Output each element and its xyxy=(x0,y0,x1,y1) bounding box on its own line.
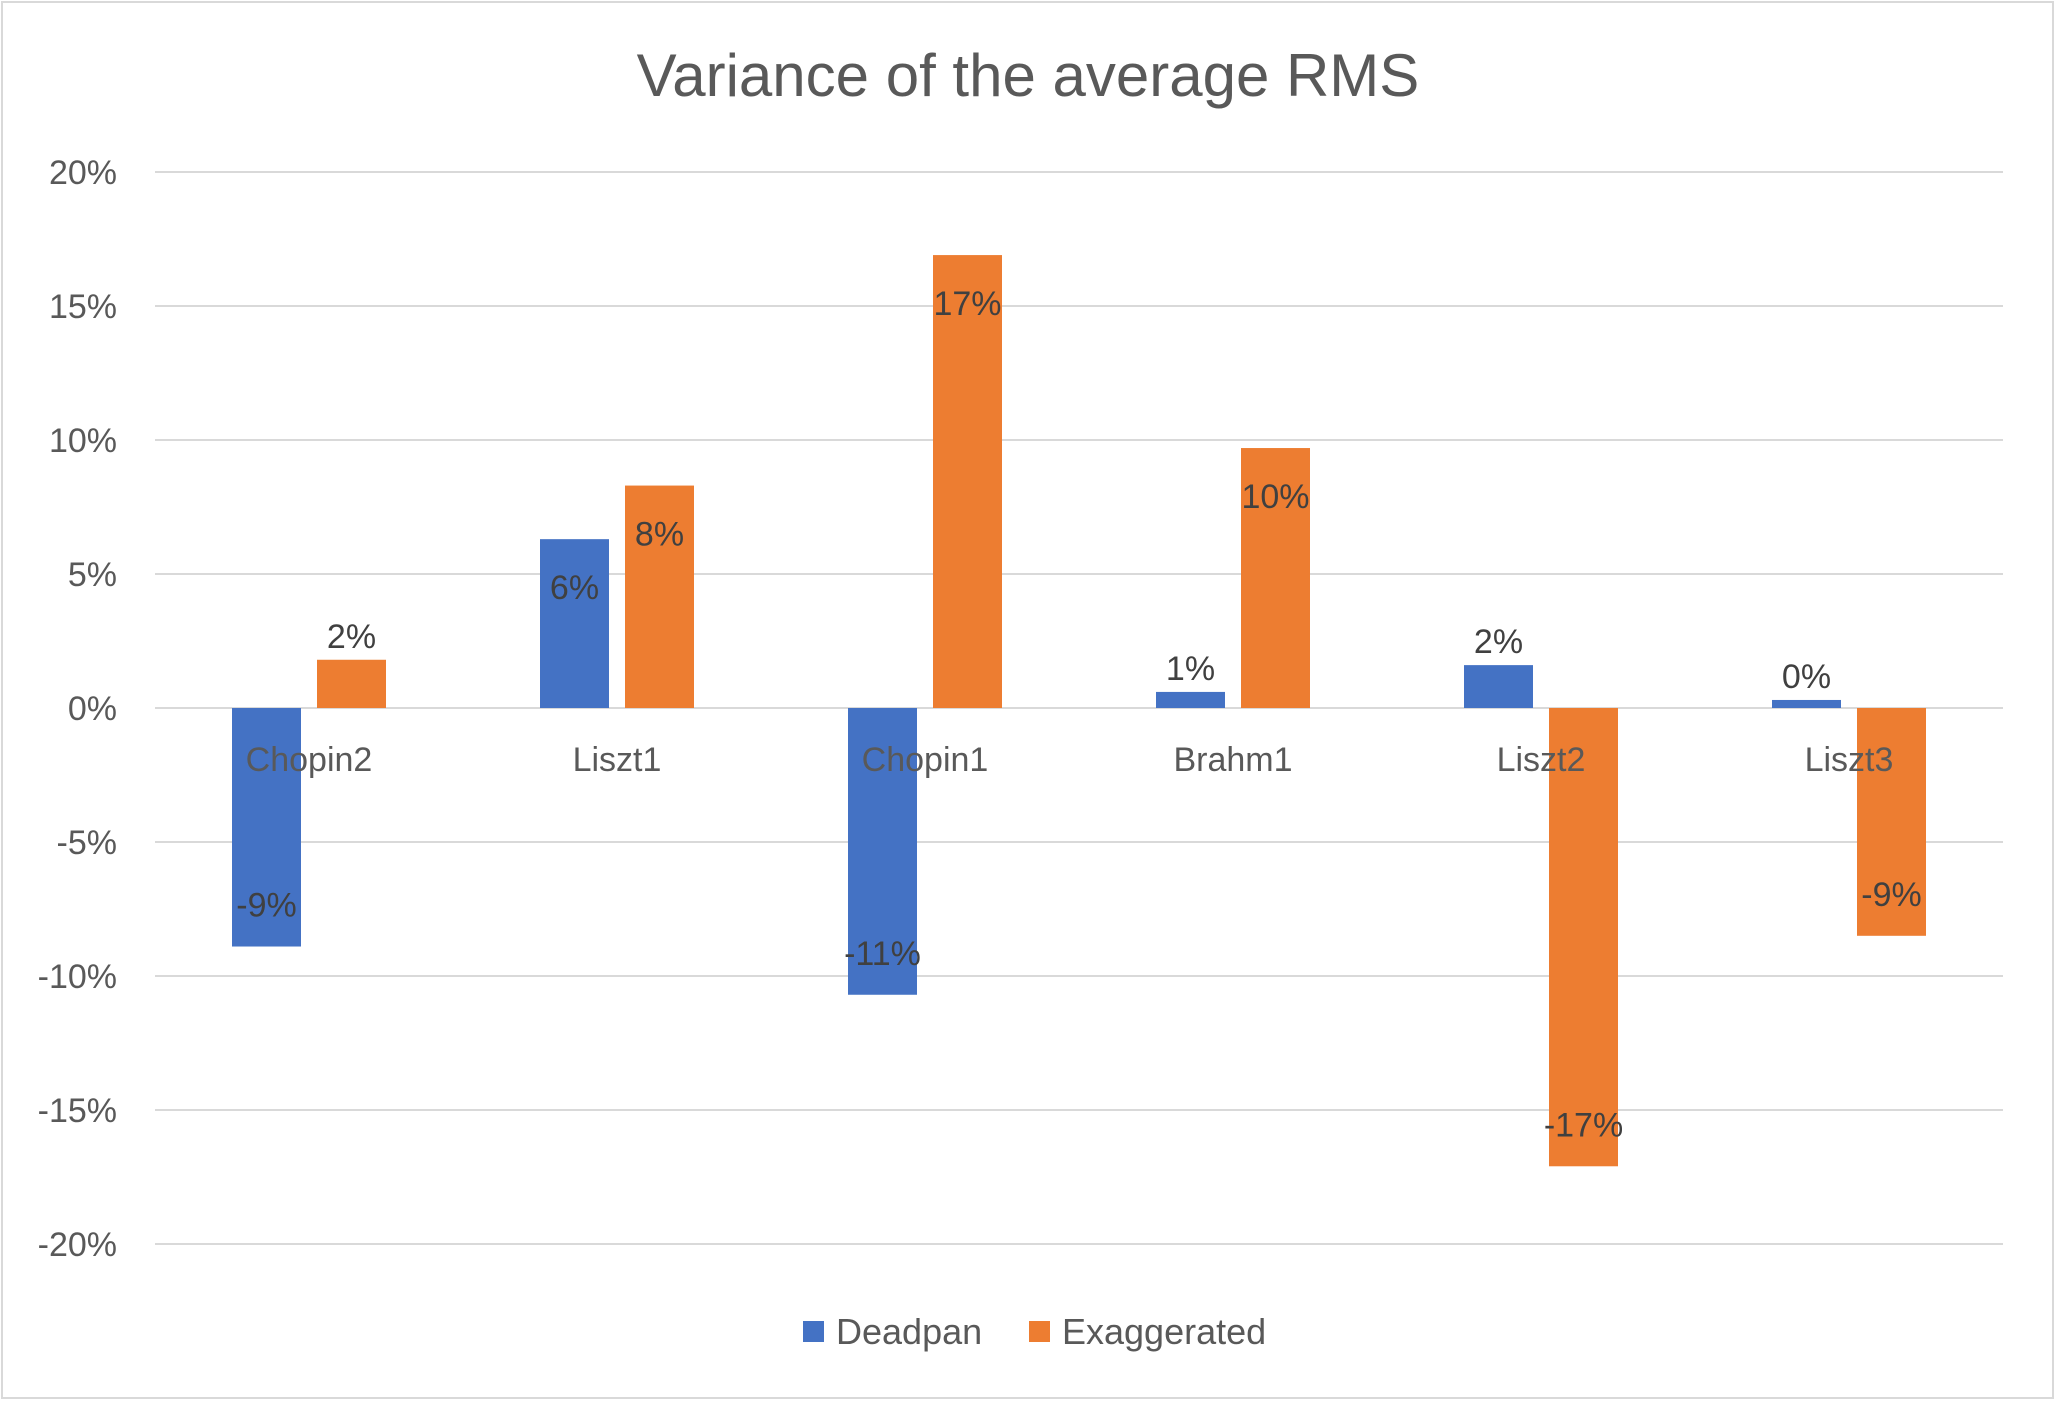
y-tick-label: 10% xyxy=(49,422,117,460)
x-axis-categories: Chopin2 Liszt1 Chopin1 Brahm1 Liszt2 Liszt3 xyxy=(246,741,1894,779)
y-axis-ticks: 20% 15% 10% 5% 0% -5% -10% -15% -20% xyxy=(38,154,117,1264)
data-label: 2% xyxy=(1474,623,1523,661)
bar-deadpan-chopin1 xyxy=(848,708,917,995)
data-label: 1% xyxy=(1166,650,1215,688)
x-category-label: Liszt3 xyxy=(1805,741,1894,779)
bars xyxy=(232,255,1926,1167)
legend-swatch-exaggerated xyxy=(1029,1321,1050,1342)
data-labels: -9% 2% 6% 8% -11% 17% 1% 10% 2% -17% 0% -9% xyxy=(236,285,1921,1144)
x-category-label: Liszt2 xyxy=(1497,741,1586,779)
y-tick-label: 20% xyxy=(49,154,117,192)
y-tick-label: -5% xyxy=(57,824,117,862)
data-label: -11% xyxy=(844,935,921,973)
x-category-label: Liszt1 xyxy=(573,741,662,779)
y-tick-label: -20% xyxy=(38,1226,117,1264)
bar-exaggerated-liszt2 xyxy=(1549,708,1618,1167)
bar-exaggerated-chopin1 xyxy=(933,255,1002,708)
bar-exaggerated-liszt3 xyxy=(1857,708,1926,936)
bar-deadpan-liszt1 xyxy=(540,539,609,708)
data-label: 17% xyxy=(933,285,1001,323)
y-tick-label: 5% xyxy=(68,556,117,594)
legend-label: Deadpan xyxy=(836,1311,982,1352)
legend-label: Exaggerated xyxy=(1062,1311,1266,1352)
y-tick-label: -15% xyxy=(38,1092,117,1130)
data-label: 10% xyxy=(1241,478,1309,516)
bar-exaggerated-chopin2 xyxy=(317,659,386,708)
bar-exaggerated-liszt1 xyxy=(625,485,694,708)
data-label: 8% xyxy=(635,516,684,554)
x-category-label: Chopin1 xyxy=(862,741,989,779)
bar-deadpan-chopin2 xyxy=(232,708,301,947)
y-tick-label: 0% xyxy=(68,690,117,728)
y-tick-label: 15% xyxy=(49,288,117,326)
legend-swatch-deadpan xyxy=(803,1321,824,1342)
data-label: -9% xyxy=(236,887,296,925)
data-label: 2% xyxy=(327,618,376,656)
gridlines xyxy=(155,171,2003,1245)
bar-deadpan-liszt2 xyxy=(1464,665,1533,708)
bar-deadpan-brahm1 xyxy=(1156,691,1225,708)
legend: Deadpan Exaggerated xyxy=(803,1311,1266,1352)
bar-deadpan-liszt3 xyxy=(1772,699,1841,708)
data-label: 0% xyxy=(1782,658,1831,696)
data-label: -17% xyxy=(1544,1106,1623,1144)
data-label: -9% xyxy=(1861,876,1921,914)
chart-title: Variance of the average RMS xyxy=(637,42,1420,109)
x-category-label: Chopin2 xyxy=(246,741,373,779)
y-tick-label: -10% xyxy=(38,958,117,996)
x-category-label: Brahm1 xyxy=(1173,741,1292,779)
bar-exaggerated-brahm1 xyxy=(1241,448,1310,708)
data-label: 6% xyxy=(550,569,599,607)
